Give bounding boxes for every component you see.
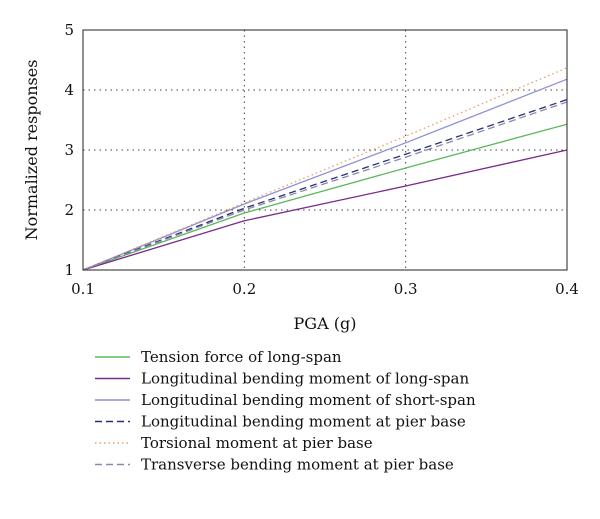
legend-label-3: Longitudinal bending moment of short-spa…	[141, 391, 476, 409]
legend-label-4: Longitudinal bending moment at pier base	[141, 413, 466, 431]
legend-label-6: Transverse bending moment at pier base	[141, 456, 454, 474]
y-axis-label: Normalized responses	[22, 60, 41, 241]
y-tick-label: 1	[64, 261, 74, 279]
x-tick-label: 0.1	[71, 280, 95, 298]
x-tick-label: 0.4	[555, 280, 579, 298]
series-group	[82, 67, 568, 271]
y-tick-label: 5	[64, 21, 74, 39]
series-line-4	[82, 98, 568, 271]
y-tick-label: 2	[64, 201, 74, 219]
x-tick-label: 0.2	[232, 280, 256, 298]
series-line-5	[82, 67, 568, 271]
legend: Tension force of long-span Longitudinal b…	[95, 348, 476, 474]
series-line-1	[82, 123, 568, 271]
legend-label-2: Longitudinal bending moment of long-span	[141, 370, 469, 388]
plot-frame	[82, 29, 568, 271]
legend-label-1: Tension force of long-span	[141, 348, 342, 366]
y-tick-label: 3	[64, 141, 74, 159]
x-axis-label: PGA (g)	[294, 314, 357, 333]
y-tick-label: 4	[64, 81, 74, 99]
series-line-6	[82, 101, 568, 271]
legend-label-5: Torsional moment at pier base	[141, 434, 373, 452]
series-line-3	[82, 78, 568, 271]
series-line-2	[82, 149, 568, 271]
tick-labels: 0.1 0.2 0.3 0.4 1 2 3 4 5	[64, 21, 578, 298]
x-tick-label: 0.3	[394, 280, 418, 298]
grid	[83, 30, 567, 270]
